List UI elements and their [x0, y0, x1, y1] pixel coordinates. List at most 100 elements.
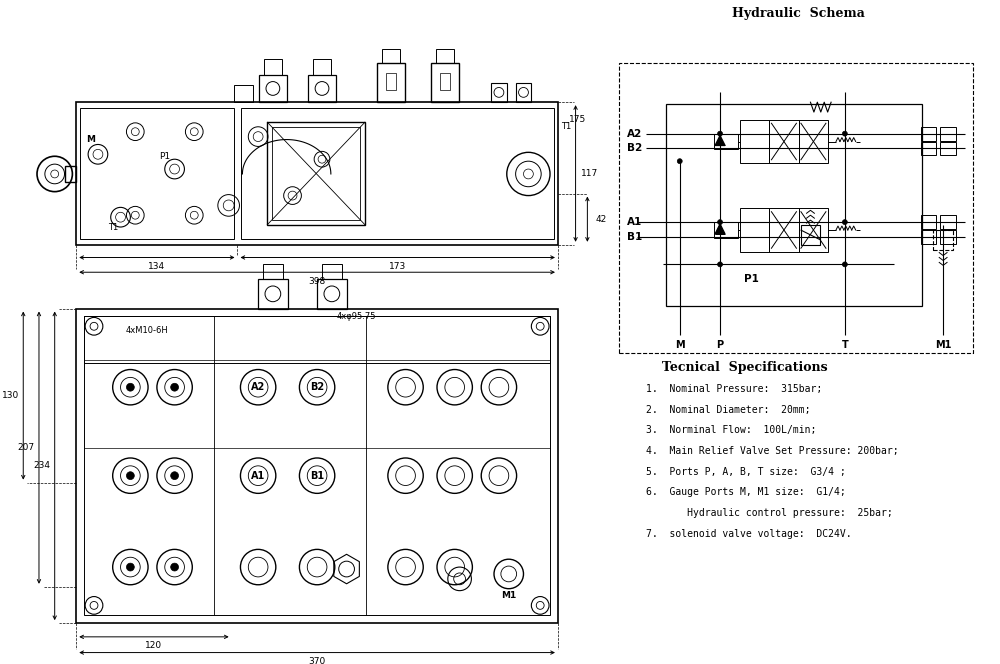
Text: 5.  Ports P, A, B, T size:  G3/4 ;: 5. Ports P, A, B, T size: G3/4 ;: [646, 467, 846, 477]
Bar: [801, 225, 820, 245]
Text: A2: A2: [251, 382, 265, 392]
Bar: [933, 230, 953, 250]
Text: 134: 134: [148, 262, 165, 271]
Circle shape: [171, 383, 179, 391]
Bar: [799, 208, 828, 252]
Text: Tecnical  Specifications: Tecnical Specifications: [662, 361, 827, 374]
Circle shape: [842, 262, 847, 267]
Text: A2: A2: [627, 129, 642, 139]
Text: A1: A1: [251, 471, 265, 481]
Bar: [940, 215, 956, 229]
Text: T1: T1: [109, 222, 119, 232]
Text: 2.  Nominal Diameter:  20mm;: 2. Nominal Diameter: 20mm;: [646, 405, 811, 415]
Bar: [940, 230, 956, 244]
Bar: [267, 122, 365, 225]
Text: 1.  Nominal Pressure:  315bar;: 1. Nominal Pressure: 315bar;: [646, 384, 823, 394]
Bar: [491, 82, 507, 102]
Circle shape: [126, 383, 134, 391]
Bar: [259, 74, 287, 102]
Bar: [382, 49, 400, 63]
Text: 4xφ95.75: 4xφ95.75: [337, 312, 376, 321]
Text: M1: M1: [935, 340, 951, 350]
Polygon shape: [715, 135, 725, 145]
Circle shape: [126, 563, 134, 571]
Bar: [65, 166, 76, 182]
Bar: [714, 222, 738, 238]
Bar: [714, 133, 738, 149]
Bar: [76, 102, 558, 245]
Bar: [308, 74, 336, 102]
Bar: [921, 230, 936, 244]
Bar: [940, 127, 956, 141]
Text: P1: P1: [159, 152, 170, 161]
Bar: [258, 279, 288, 309]
Text: 7.  solenoid valve voltage:  DC24V.: 7. solenoid valve voltage: DC24V.: [646, 529, 852, 539]
Text: A1: A1: [627, 217, 642, 227]
Bar: [940, 141, 956, 155]
Text: 175: 175: [569, 116, 586, 124]
Bar: [921, 215, 936, 229]
Circle shape: [126, 471, 134, 479]
Text: 120: 120: [145, 641, 163, 650]
Text: M1: M1: [501, 591, 516, 600]
Circle shape: [677, 159, 682, 163]
Text: 173: 173: [389, 262, 406, 271]
Text: 117: 117: [581, 169, 598, 179]
Bar: [740, 208, 769, 252]
Bar: [386, 73, 396, 90]
Bar: [84, 317, 550, 363]
Circle shape: [718, 220, 723, 224]
Text: 4xM10-6H: 4xM10-6H: [125, 326, 168, 335]
Bar: [666, 104, 922, 305]
Bar: [921, 141, 936, 155]
Bar: [740, 120, 769, 163]
Text: T1: T1: [561, 122, 571, 131]
Polygon shape: [715, 224, 725, 234]
Circle shape: [842, 220, 847, 224]
Bar: [769, 208, 799, 252]
Circle shape: [842, 131, 847, 136]
Text: 42: 42: [596, 214, 607, 224]
Text: 3.  Norminal Flow:  100L/min;: 3. Norminal Flow: 100L/min;: [646, 426, 817, 436]
Bar: [76, 309, 558, 623]
Bar: [377, 63, 405, 102]
Bar: [80, 108, 234, 239]
Text: B2: B2: [310, 382, 324, 392]
Bar: [264, 59, 282, 74]
Bar: [272, 127, 360, 220]
Circle shape: [171, 471, 179, 479]
Text: 6.  Gauge Ports M, M1 size:  G1/4;: 6. Gauge Ports M, M1 size: G1/4;: [646, 487, 846, 497]
Bar: [921, 127, 936, 141]
Bar: [263, 264, 283, 279]
Bar: [799, 120, 828, 163]
Text: B1: B1: [310, 471, 324, 481]
Text: 234: 234: [33, 461, 50, 470]
Bar: [769, 120, 799, 163]
Bar: [436, 49, 454, 63]
Circle shape: [718, 262, 723, 267]
Text: M: M: [675, 340, 685, 350]
Bar: [313, 59, 331, 74]
Text: B2: B2: [627, 143, 642, 153]
Text: Hydraulic  Schema: Hydraulic Schema: [732, 7, 865, 21]
Text: Hydraulic control pressure:  25bar;: Hydraulic control pressure: 25bar;: [646, 508, 893, 518]
Bar: [84, 317, 550, 616]
Text: 130: 130: [2, 390, 19, 400]
Text: 398: 398: [308, 277, 326, 286]
Text: 370: 370: [308, 657, 326, 664]
Bar: [431, 63, 459, 102]
Circle shape: [718, 131, 723, 136]
Text: B1: B1: [627, 232, 642, 242]
Bar: [619, 63, 973, 353]
Text: P1: P1: [744, 274, 759, 284]
Bar: [317, 279, 347, 309]
Bar: [516, 82, 531, 102]
Text: 207: 207: [18, 443, 35, 452]
Text: 4.  Main Relief Valve Set Pressure: 200bar;: 4. Main Relief Valve Set Pressure: 200ba…: [646, 446, 899, 456]
Bar: [322, 264, 342, 279]
Text: M: M: [87, 135, 96, 144]
Bar: [440, 73, 450, 90]
Bar: [241, 108, 554, 239]
Circle shape: [171, 563, 179, 571]
Text: P: P: [716, 340, 724, 350]
